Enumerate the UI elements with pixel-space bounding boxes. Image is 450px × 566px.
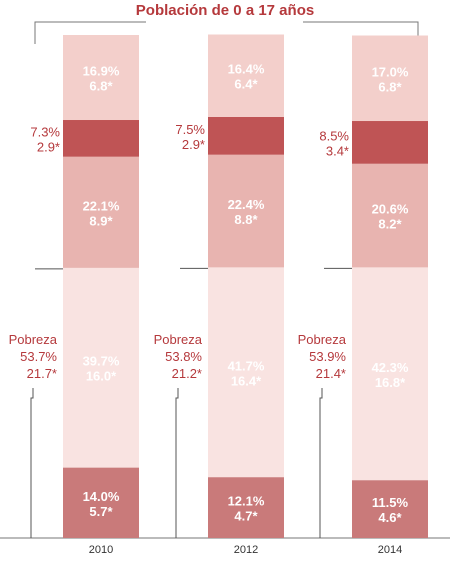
x-tick-label: 2010 [89,544,113,556]
segment-count-label: 6.8* [378,79,402,94]
pobreza-count-label: 21.4* [316,366,346,381]
pobreza-label: Pobreza [298,332,347,347]
pobreza-label: Pobreza [154,332,203,347]
pobreza-percent-label: 53.9% [309,349,346,364]
bar-segment [352,163,428,268]
pobreza-percent-label: 53.8% [165,349,202,364]
segment-percent-label: 7.5% [175,122,205,137]
segment-percent-label: 41.7% [228,358,265,373]
pobreza-percent-label: 53.7% [20,349,57,364]
bar-segment [208,116,284,155]
bar-segment [208,34,284,117]
segment-count-label: 8.9* [89,213,113,228]
segment-count-label: 2.9* [182,137,205,152]
pobreza-bracket [319,388,323,538]
segment-count-label: 8.2* [378,217,402,232]
segment-count-label: 4.6* [378,510,402,525]
chart-title: Población de 0 a 17 años [135,2,315,19]
segment-percent-label: 16.4% [228,62,265,77]
segment-count-label: 4.7* [234,509,258,524]
segment-percent-label: 39.7% [83,354,120,369]
pobreza-bracket [175,388,179,538]
bar-segment [63,35,139,121]
segment-count-label: 6.8* [89,79,113,94]
bar-segment [352,267,428,481]
segment-percent-label: 22.4% [228,197,265,212]
pobreza-count-label: 21.7* [27,366,57,381]
bar-segment [63,120,139,157]
pobreza-bracket [30,388,34,538]
segment-count-label: 2.9* [37,139,60,154]
pobreza-label: Pobreza [9,332,58,347]
segment-percent-label: 42.3% [372,360,409,375]
bar-segment [63,267,139,468]
segment-count-label: 6.4* [234,77,258,92]
bar-segment [352,121,428,164]
segment-count-label: 16.4* [231,373,262,388]
x-tick-label: 2014 [378,544,402,556]
bar-segment [352,480,428,538]
segment-percent-label: 22.1% [83,198,120,213]
segment-count-label: 8.8* [234,212,258,227]
segment-count-label: 16.8* [375,375,406,390]
pobreza-count-label: 21.2* [172,366,202,381]
bar-segment [208,154,284,268]
bar-segment [63,156,139,268]
segment-count-label: 16.0* [86,369,117,384]
bar-segment [352,35,428,122]
segment-percent-label: 11.5% [372,495,409,510]
segment-percent-label: 7.3% [30,124,60,139]
segment-count-label: 3.4* [326,143,349,158]
segment-percent-label: 16.9% [83,64,120,79]
bar-segment [208,477,284,538]
segment-count-label: 5.7* [89,504,113,519]
bar-segment [208,267,284,478]
segment-percent-label: 8.5% [319,128,349,143]
segment-percent-label: 12.1% [228,494,265,509]
segment-percent-label: 20.6% [372,202,409,217]
bar-segment [63,467,139,538]
x-tick-label: 2012 [234,544,258,556]
segment-percent-label: 14.0% [83,489,120,504]
segment-percent-label: 17.0% [372,64,409,79]
